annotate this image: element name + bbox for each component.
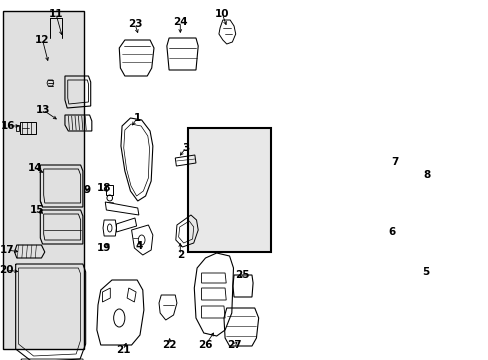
Bar: [187, 128, 270, 252]
Text: 6: 6: [387, 227, 395, 237]
Text: 27: 27: [226, 340, 241, 350]
Text: 12: 12: [35, 35, 50, 45]
Bar: [3, 11, 83, 349]
Text: 11: 11: [49, 9, 63, 19]
Text: 4: 4: [135, 241, 142, 251]
Text: 8: 8: [422, 170, 429, 180]
Text: 13: 13: [36, 105, 50, 115]
Text: 19: 19: [96, 243, 111, 253]
Text: 1: 1: [133, 113, 141, 123]
Text: 20: 20: [0, 265, 14, 275]
Text: 23: 23: [127, 19, 142, 29]
Text: 21: 21: [116, 345, 130, 355]
Text: 15: 15: [30, 205, 44, 215]
Text: 2: 2: [176, 250, 183, 260]
Text: 14: 14: [27, 163, 42, 173]
Text: 18: 18: [96, 183, 111, 193]
Text: 3: 3: [182, 143, 189, 153]
Text: 17: 17: [0, 245, 14, 255]
Text: 22: 22: [162, 340, 177, 350]
Text: 10: 10: [215, 9, 229, 19]
Text: 25: 25: [234, 270, 248, 280]
Text: 24: 24: [173, 17, 187, 27]
Text: 16: 16: [0, 121, 15, 131]
Text: 7: 7: [391, 157, 398, 167]
Text: 5: 5: [421, 267, 428, 277]
Text: 9: 9: [83, 185, 90, 195]
Text: 26: 26: [198, 340, 212, 350]
